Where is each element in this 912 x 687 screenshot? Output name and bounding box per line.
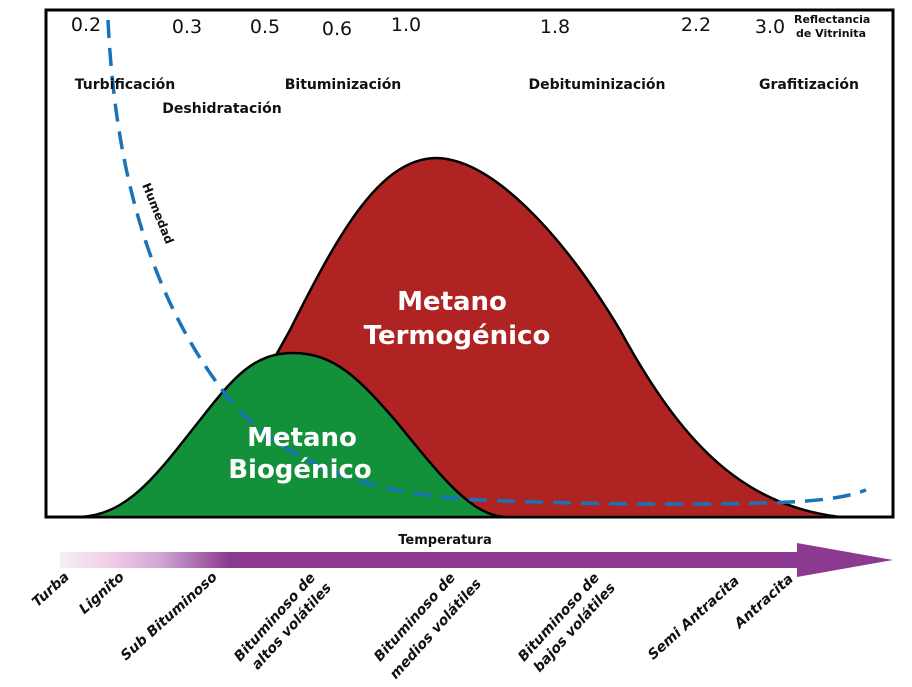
coal-rank-label: Semi Antracita <box>645 573 743 663</box>
coal-rank-label: Sub Bituminoso <box>118 569 221 664</box>
stage-label: Deshidratación <box>162 101 281 117</box>
reflectance-value: 0.5 <box>250 16 280 38</box>
coal-rank-labels: Turba Lignito Sub Bituminoso Bituminoso … <box>29 569 796 683</box>
reflectance-value: 0.6 <box>322 18 352 40</box>
stage-label: Turbificación <box>75 77 176 93</box>
reflectance-scale: 0.2 0.3 0.5 0.6 1.0 1.8 2.2 3.0 Reflecta… <box>71 13 870 40</box>
stage-label: Debituminización <box>528 77 665 93</box>
humidity-curve <box>106 19 867 506</box>
thermogenic-label-line1: Metano <box>397 287 507 317</box>
coal-rank-label: Antracita <box>731 571 797 632</box>
temperature-label: Temperatura <box>398 533 491 548</box>
stage-label: Bituminización <box>285 77 402 93</box>
biogenic-label-line1: Metano <box>247 423 357 453</box>
reflectance-value: 3.0 <box>755 16 785 38</box>
reflectance-value: 0.2 <box>71 14 101 36</box>
reflectance-value: 1.0 <box>391 14 421 36</box>
reflectance-value: 1.8 <box>540 16 570 38</box>
biogenic-label-line2: Biogénico <box>228 455 372 485</box>
coal-rank-label: Lignito <box>76 569 128 618</box>
thermogenic-label-line2: Termogénico <box>364 321 551 351</box>
reflectance-value: 0.3 <box>172 16 202 38</box>
biogenic-methane-area <box>79 351 506 519</box>
temperature-arrow <box>60 543 893 577</box>
reflectance-title-line1: Reflectancia <box>794 13 870 26</box>
reflectance-value: 2.2 <box>681 14 711 36</box>
coal-rank-label: Turba <box>29 569 72 610</box>
stage-label: Grafitización <box>759 77 859 93</box>
reflectance-title-line2: de Vitrinita <box>796 27 866 40</box>
